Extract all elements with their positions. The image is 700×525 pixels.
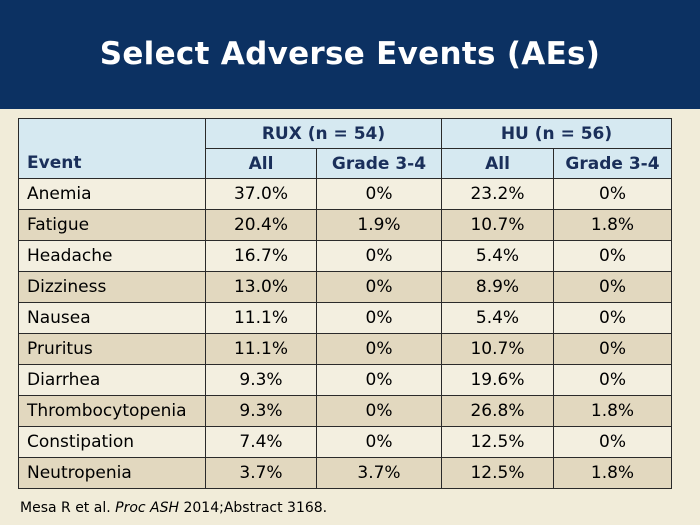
hu-all-value: 5.4% — [441, 302, 554, 334]
event-name: Diarrhea — [18, 364, 206, 396]
rux-group-header: RUX (n = 54) — [205, 118, 442, 149]
rux-all-value: 16.7% — [205, 240, 317, 272]
hu-all-header: All — [441, 148, 554, 179]
table-row: Constipation 7.4% 0% 12.5% 0% — [18, 426, 672, 458]
rux-all-value: 11.1% — [205, 302, 317, 334]
rux-grade34-value: 0% — [316, 271, 442, 303]
hu-grade34-value: 0% — [553, 364, 672, 396]
rux-grade34-value: 0% — [316, 178, 442, 210]
hu-all-value: 8.9% — [441, 271, 554, 303]
hu-grade34-header: Grade 3-4 — [553, 148, 672, 179]
rux-all-header: All — [205, 148, 317, 179]
event-name: Constipation — [18, 426, 206, 458]
rux-all-value: 37.0% — [205, 178, 317, 210]
event-name: Thrombocytopenia — [18, 395, 206, 427]
hu-grade34-value: 0% — [553, 240, 672, 272]
hu-all-value: 5.4% — [441, 240, 554, 272]
citation-authors: Mesa R et al. — [20, 500, 111, 516]
hu-all-value: 23.2% — [441, 178, 554, 210]
citation-journal: Proc ASH — [115, 500, 180, 516]
hu-all-value: 12.5% — [441, 426, 554, 458]
hu-all-value: 10.7% — [441, 209, 554, 241]
rux-all-value: 11.1% — [205, 333, 317, 365]
hu-grade34-value: 1.8% — [553, 209, 672, 241]
hu-grade34-value: 0% — [553, 271, 672, 303]
event-name: Fatigue — [18, 209, 206, 241]
rux-all-value: 3.7% — [205, 457, 317, 489]
rux-grade34-value: 0% — [316, 240, 442, 272]
table-row: Fatigue 20.4% 1.9% 10.7% 1.8% — [18, 209, 672, 241]
citation-footnote: Mesa R et al. Proc ASH 2014;Abstract 316… — [20, 500, 327, 516]
slide-title: Select Adverse Events (AEs) — [99, 35, 601, 72]
hu-grade34-value: 0% — [553, 302, 672, 334]
event-name: Nausea — [18, 302, 206, 334]
title-banner: Select Adverse Events (AEs) — [0, 0, 700, 109]
rux-all-value: 9.3% — [205, 395, 317, 427]
adverse-events-table: Event RUX (n = 54) HU (n = 56) All Grade… — [18, 118, 672, 489]
rux-grade34-value: 0% — [316, 333, 442, 365]
hu-grade34-value: 1.8% — [553, 457, 672, 489]
rux-grade34-value: 0% — [316, 302, 442, 334]
hu-group-header: HU (n = 56) — [441, 118, 672, 149]
event-name: Pruritus — [18, 333, 206, 365]
hu-grade34-value: 0% — [553, 426, 672, 458]
rux-all-value: 9.3% — [205, 364, 317, 396]
table-row: Anemia 37.0% 0% 23.2% 0% — [18, 178, 672, 210]
rux-grade34-value: 0% — [316, 426, 442, 458]
rux-grade34-value: 0% — [316, 364, 442, 396]
table-row: Neutropenia 3.7% 3.7% 12.5% 1.8% — [18, 457, 672, 489]
rux-all-value: 20.4% — [205, 209, 317, 241]
table-row: Headache 16.7% 0% 5.4% 0% — [18, 240, 672, 272]
hu-all-value: 12.5% — [441, 457, 554, 489]
event-name: Neutropenia — [18, 457, 206, 489]
table-group-header-row: Event RUX (n = 54) HU (n = 56) — [18, 118, 672, 179]
citation-details: 2014;Abstract 3168. — [183, 500, 328, 516]
rux-grade34-value: 1.9% — [316, 209, 442, 241]
rux-grade34-value: 0% — [316, 395, 442, 427]
hu-grade34-value: 0% — [553, 333, 672, 365]
event-name: Dizziness — [18, 271, 206, 303]
event-name: Headache — [18, 240, 206, 272]
rux-grade34-header: Grade 3-4 — [316, 148, 442, 179]
table-row: Pruritus 11.1% 0% 10.7% 0% — [18, 333, 672, 365]
event-column-header: Event — [18, 118, 206, 179]
event-name: Anemia — [18, 178, 206, 210]
hu-all-value: 19.6% — [441, 364, 554, 396]
rux-grade34-value: 3.7% — [316, 457, 442, 489]
table-row: Thrombocytopenia 9.3% 0% 26.8% 1.8% — [18, 395, 672, 427]
table-subheader-row: All Grade 3-4 All Grade 3-4 — [19, 148, 672, 179]
rux-all-value: 13.0% — [205, 271, 317, 303]
table-row: Nausea 11.1% 0% 5.4% 0% — [18, 302, 672, 334]
rux-all-value: 7.4% — [205, 426, 317, 458]
table-row: Diarrhea 9.3% 0% 19.6% 0% — [18, 364, 672, 396]
hu-grade34-value: 1.8% — [553, 395, 672, 427]
table-row: Dizziness 13.0% 0% 8.9% 0% — [18, 271, 672, 303]
hu-all-value: 26.8% — [441, 395, 554, 427]
hu-grade34-value: 0% — [553, 178, 672, 210]
hu-all-value: 10.7% — [441, 333, 554, 365]
